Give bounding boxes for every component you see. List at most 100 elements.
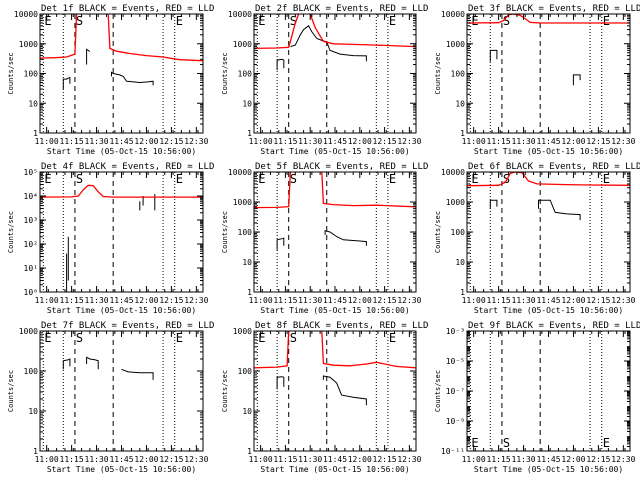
x-tick-label: 11:30 <box>298 296 322 305</box>
panel-title: Det 3f BLACK = Events, RED = LLD <box>468 4 640 14</box>
x-tick-label: 11:00 <box>462 455 486 464</box>
series-events-segment <box>86 48 91 65</box>
y-tick-label: 1 <box>247 288 252 297</box>
y-axis-label: Counts/sec <box>221 370 229 412</box>
panel-title: Det 5f BLACK = Events, RED = LLD <box>255 162 428 172</box>
x-tick-label: 11:30 <box>512 137 536 146</box>
y-tick-label: 10000 <box>228 168 252 177</box>
y-axis-label: Counts/sec <box>7 52 15 94</box>
y-tick-label: 1000 <box>233 198 252 207</box>
y-tick-label: 1 <box>460 288 465 297</box>
series-lld-segment <box>107 14 203 62</box>
series-lld-segment <box>254 331 290 369</box>
x-tick-label: 12:30 <box>184 455 208 464</box>
y-axis-label: Counts/sec <box>221 52 229 94</box>
y-tick-label: 1 <box>33 129 38 138</box>
x-tick-label: 11:30 <box>298 137 322 146</box>
x-axis-label: Start Time (05-Oct-15 10:56:00) <box>474 465 623 474</box>
series-events-segment <box>572 74 581 86</box>
y-tick-label: 10³ <box>24 216 38 225</box>
y-tick-label: 10⁻³ <box>446 327 465 336</box>
series-lld-segment <box>309 14 416 48</box>
series-lld-segment <box>40 14 78 59</box>
panel-title: Det 2f BLACK = Events, RED = LLD <box>255 4 428 14</box>
series-events-segment <box>62 77 71 90</box>
x-tick-label: 12:00 <box>561 296 585 305</box>
x-tick-label: 11:30 <box>85 455 109 464</box>
x-tick-label: 12:30 <box>397 455 421 464</box>
y-tick-label: 1 <box>247 129 252 138</box>
panel-title: Det 1f BLACK = Events, RED = LLD <box>41 4 214 14</box>
x-tick-label: 11:45 <box>109 137 133 146</box>
series-events-segment <box>276 376 285 390</box>
y-tick-label: 10⁻¹¹ <box>441 447 465 456</box>
x-tick-label: 11:00 <box>35 296 59 305</box>
x-tick-label: 11:45 <box>323 455 347 464</box>
x-axis-label: Start Time (05-Oct-15 10:56:00) <box>474 147 623 156</box>
series-lld-segment <box>467 14 630 24</box>
y-axis-label: Counts/sec <box>434 52 442 94</box>
y-tick-label: 10 <box>242 258 252 267</box>
y-tick-label: 10⁴ <box>24 192 38 201</box>
y-tick-label: 10 <box>455 258 465 267</box>
x-tick-label: 12:15 <box>159 137 183 146</box>
marker-label-e: E <box>258 331 265 345</box>
x-tick-label: 12:30 <box>611 137 635 146</box>
x-tick-label: 12:00 <box>561 137 585 146</box>
series-events-segment <box>290 25 367 62</box>
y-tick-label: 1000 <box>19 40 38 49</box>
y-tick-label: 10⁻⁵ <box>446 357 465 366</box>
marker-label-e: E <box>44 14 51 28</box>
x-tick-label: 11:45 <box>536 455 560 464</box>
x-tick-label: 12:00 <box>348 296 372 305</box>
x-tick-label: 11:45 <box>109 455 133 464</box>
marker-label-e: E <box>471 436 478 450</box>
y-tick-label: 100 <box>24 367 39 376</box>
series-events-segment <box>489 199 498 209</box>
y-tick-label: 10⁻⁹ <box>446 417 465 426</box>
marker-label-e: E <box>258 14 265 28</box>
panel-title: Det 9f BLACK = Events, RED = LLD <box>468 321 640 331</box>
x-tick-label: 11:00 <box>249 296 273 305</box>
series-events-segment <box>111 71 154 86</box>
marker-label-e: E <box>176 331 183 345</box>
x-tick-label: 11:00 <box>462 137 486 146</box>
marker-label-e: E <box>603 172 610 186</box>
marker-label-e: E <box>176 172 183 186</box>
y-tick-label: 100 <box>238 228 253 237</box>
x-tick-label: 12:15 <box>586 455 610 464</box>
x-tick-label: 11:30 <box>298 455 322 464</box>
y-tick-label: 10000 <box>441 168 465 177</box>
x-tick-label: 12:15 <box>373 455 397 464</box>
y-tick-label: 100 <box>451 70 466 79</box>
x-tick-label: 11:15 <box>60 296 84 305</box>
x-tick-label: 12:30 <box>611 296 635 305</box>
y-tick-label: 10 <box>28 407 38 416</box>
y-tick-label: 10¹ <box>24 264 38 273</box>
marker-label-e: E <box>471 14 478 28</box>
y-tick-label: 1000 <box>446 198 465 207</box>
y-tick-label: 10 <box>455 99 465 108</box>
x-tick-label: 12:00 <box>134 296 158 305</box>
x-tick-label: 12:30 <box>611 455 635 464</box>
y-tick-label: 100 <box>238 70 253 79</box>
x-tick-label: 11:30 <box>512 296 536 305</box>
x-tick-label: 12:15 <box>586 137 610 146</box>
panel-9: Det 9f BLACK = Events, RED = LLD E S E 10⁻¹¹… <box>434 321 640 474</box>
y-axis-label: Counts/sec <box>221 211 229 253</box>
x-axis-label: Start Time (05-Oct-15 10:56:00) <box>47 147 196 156</box>
x-tick-label: 12:00 <box>348 455 372 464</box>
y-tick-label: 10² <box>24 240 38 249</box>
x-tick-label: 12:15 <box>373 296 397 305</box>
x-axis-label: Start Time (05-Oct-15 10:56:00) <box>474 306 623 315</box>
y-tick-label: 1 <box>460 129 465 138</box>
marker-label-e: E <box>389 331 396 345</box>
series-events-segment <box>324 230 367 246</box>
x-tick-label: 11:45 <box>323 137 347 146</box>
series-events-segment <box>62 358 71 370</box>
